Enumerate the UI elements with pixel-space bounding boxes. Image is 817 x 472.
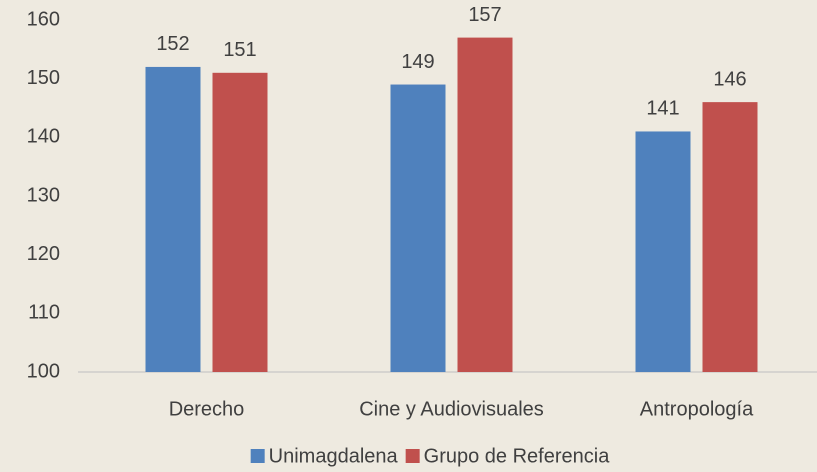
y-tick-label: 150	[27, 67, 60, 89]
bar	[212, 72, 268, 373]
data-label: 141	[646, 98, 679, 120]
x-tick-label: Cine y Audiovisuales	[359, 398, 544, 420]
data-label: 152	[156, 33, 189, 55]
bar	[145, 66, 201, 372]
bar	[390, 84, 446, 373]
data-label: 151	[223, 39, 256, 61]
bar	[635, 131, 691, 372]
legend-swatch	[405, 449, 420, 463]
legend-label: Unimagdalena	[269, 445, 399, 467]
data-label: 146	[713, 68, 746, 90]
y-tick-label: 120	[27, 243, 60, 265]
data-label: 157	[468, 4, 501, 26]
bar	[457, 37, 513, 372]
y-tick-label: 130	[27, 184, 60, 206]
y-tick-label: 110	[28, 302, 60, 324]
x-tick-label: Antropología	[640, 398, 754, 420]
y-tick-label: 140	[27, 126, 60, 148]
bar	[702, 102, 758, 372]
data-label: 149	[401, 51, 434, 73]
y-tick-label: 100	[27, 360, 60, 382]
legend-swatch	[250, 449, 265, 463]
y-tick-label: 160	[27, 8, 60, 30]
x-tick-label: Derecho	[169, 398, 245, 420]
legend-label: Grupo de Referencia	[424, 445, 611, 467]
